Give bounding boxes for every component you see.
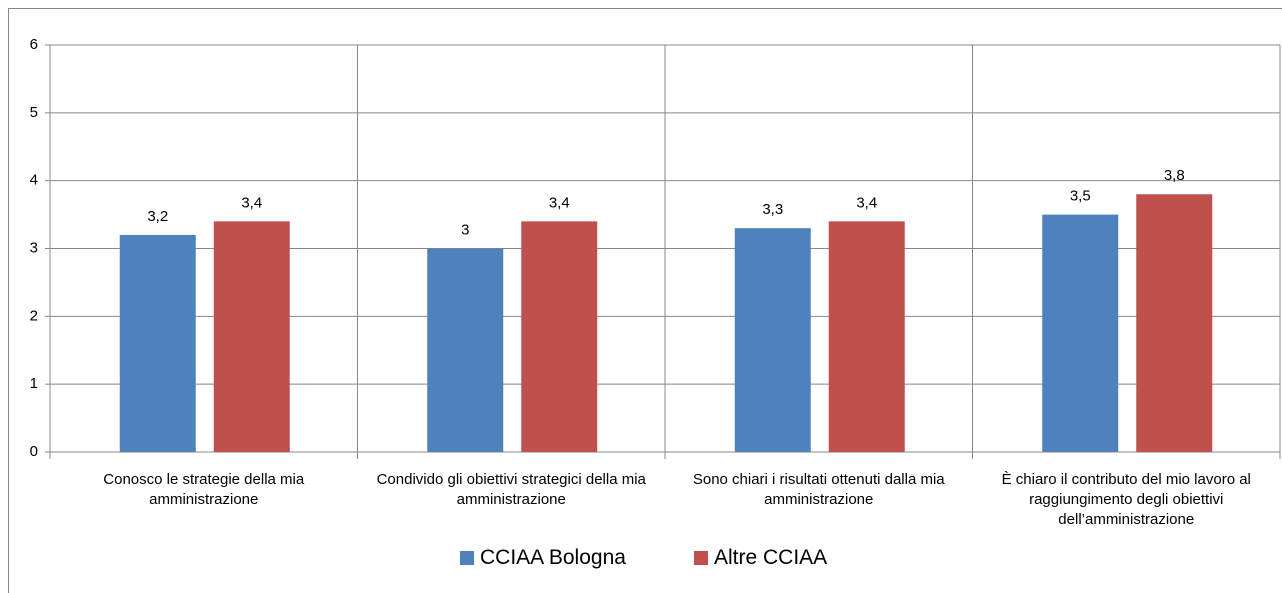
legend-label: Altre CCIAA	[714, 546, 828, 569]
data-label: 3,5	[1070, 188, 1091, 205]
data-label: 3,4	[856, 194, 877, 211]
data-label: 3	[461, 221, 469, 238]
chart-frame	[8, 8, 1282, 593]
bar	[1136, 194, 1213, 452]
y-tick-label: 1	[30, 375, 38, 392]
bar	[1042, 214, 1119, 452]
x-tick-label: Conosco le strategie della mia amministr…	[103, 471, 305, 508]
y-tick-label: 4	[30, 172, 38, 189]
data-label: 3,4	[241, 194, 262, 211]
data-label: 3,4	[549, 194, 570, 211]
bar	[427, 248, 504, 452]
legend-swatch	[460, 551, 474, 565]
bar	[213, 221, 290, 452]
x-tick-label: Sono chiari i risultati ottenuti dalla m…	[692, 471, 945, 508]
x-tick-label: È chiaro il contributo del mio lavoro al…	[1001, 471, 1251, 528]
bar	[734, 228, 811, 452]
y-tick-label: 6	[30, 36, 38, 53]
data-label: 3,8	[1164, 167, 1185, 184]
data-label: 3,2	[147, 208, 168, 225]
data-label: 3,3	[762, 201, 783, 218]
x-tick-label: Condivido gli obiettivi strategici della…	[376, 471, 646, 508]
legend-label: CCIAA Bologna	[480, 546, 626, 569]
y-tick-label: 0	[30, 443, 38, 460]
legend-swatch	[694, 551, 708, 565]
y-tick-label: 5	[30, 104, 38, 121]
bar	[521, 221, 598, 452]
bar	[119, 234, 196, 452]
y-tick-label: 3	[30, 239, 38, 256]
bar	[828, 221, 905, 452]
y-tick-label: 2	[30, 307, 38, 324]
